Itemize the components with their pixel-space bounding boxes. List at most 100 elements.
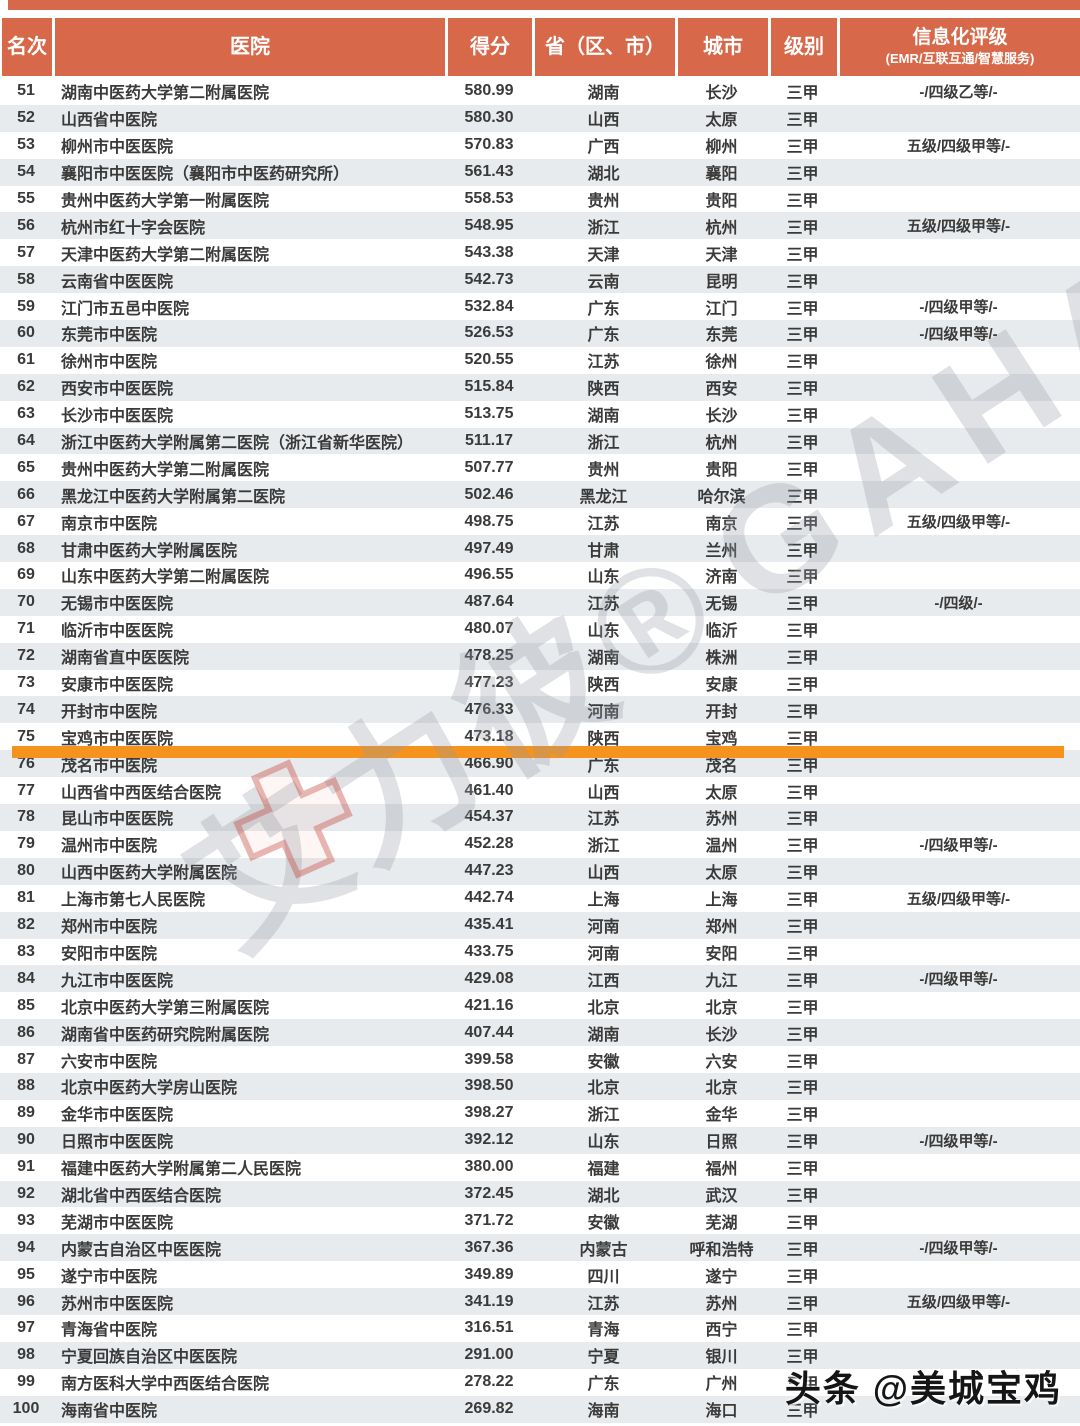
cell-province: 浙江 — [587, 435, 620, 453]
cell-province: 湖南 — [587, 85, 620, 103]
cell-rating: 五级/四级甲等/- — [906, 137, 1011, 155]
cell-level: 三甲 — [786, 193, 819, 210]
cell-score: 480.07 — [464, 620, 514, 638]
cell-city: 银川 — [705, 1349, 738, 1367]
cell-score: 341.19 — [464, 1292, 514, 1310]
cell-hospital: 湖南中医药大学第二附属医院 — [61, 85, 270, 103]
cell-level: 三甲 — [786, 1349, 819, 1367]
cell-level: 三甲 — [786, 1080, 819, 1098]
table-row: 54 襄阳市中医医院（襄阳市中医药研究所） 561.43 湖北 襄阳 三甲 — [0, 158, 1080, 186]
cell-hospital: 南京市中医院 — [61, 515, 158, 533]
cell-rank: 90 — [17, 1131, 35, 1149]
cell-province: 山西 — [587, 112, 620, 130]
table-row: 99 南方医科大学中西医结合医院 278.22 广东 广州 三甲 — [0, 1369, 1080, 1396]
table-row: 72 湖南省直中医医院 478.25 湖南 株洲 三甲 — [0, 642, 1080, 670]
cell-hospital: 上海市第七人民医院 — [61, 892, 206, 910]
cell-level: 三甲 — [786, 838, 819, 856]
cell-score: 435.41 — [464, 916, 514, 934]
cell-score: 502.46 — [464, 485, 514, 503]
cell-rank: 56 — [17, 216, 35, 234]
cell-score: 466.90 — [464, 754, 514, 772]
table-row: 82 郑州市中医院 435.41 河南 郑州 三甲 — [0, 911, 1080, 939]
cell-city: 无锡 — [705, 596, 738, 614]
cell-city: 太原 — [705, 112, 738, 130]
cell-hospital: 湖南省直中医医院 — [61, 650, 190, 668]
cell-city: 东莞 — [705, 327, 738, 345]
table-row: 73 安康市中医医院 477.23 陕西 安康 三甲 — [0, 670, 1080, 697]
cell-province: 湖南 — [587, 1026, 620, 1044]
table-row: 59 江门市五邑中医院 532.84 广东 江门 三甲 -/四级甲等/- — [0, 293, 1080, 320]
cell-hospital: 宝鸡市中医医院 — [61, 730, 174, 748]
cell-city: 广州 — [705, 1376, 738, 1394]
cell-hospital: 黑龙江中医药大学附属第二医院 — [61, 488, 286, 506]
cell-score: 429.08 — [464, 969, 514, 987]
cell-score: 421.16 — [464, 996, 514, 1014]
table-row: 62 西安市中医医院 515.84 陕西 西安 三甲 — [0, 373, 1080, 401]
cell-level: 三甲 — [786, 112, 819, 130]
cell-score: 570.83 — [464, 136, 514, 154]
cell-rating: -/四级甲等/- — [919, 1132, 998, 1150]
cell-rank: 85 — [17, 996, 35, 1014]
cell-hospital: 茂名市中医院 — [61, 757, 158, 775]
cell-city: 长沙 — [705, 1026, 738, 1044]
cell-hospital: 山西省中西医结合医院 — [61, 784, 222, 802]
cell-hospital: 芜湖市中医医院 — [61, 1214, 174, 1232]
top-divider-strip — [8, 0, 1080, 10]
cell-level: 三甲 — [786, 784, 819, 802]
cell-level: 三甲 — [786, 1161, 819, 1179]
cell-hospital: 甘肃中医药大学附属医院 — [61, 542, 238, 560]
cell-province: 湖南 — [587, 650, 620, 668]
cell-province: 安徽 — [587, 1214, 620, 1232]
cell-city: 安康 — [705, 677, 738, 695]
cell-city: 贵阳 — [705, 461, 738, 479]
column-header-province: 省（区、市） — [535, 18, 675, 76]
cell-level: 三甲 — [786, 246, 819, 264]
cell-level: 三甲 — [786, 972, 819, 990]
cell-rank: 91 — [17, 1158, 35, 1176]
cell-score: 558.53 — [464, 190, 514, 207]
cell-hospital: 苏州市中医医院 — [61, 1295, 174, 1313]
table-row: 53 柳州市中医医院 570.83 广西 柳州 三甲 五级/四级甲等/- — [0, 132, 1080, 159]
cell-hospital: 贵州中医药大学第二附属医院 — [61, 461, 270, 479]
cell-level: 三甲 — [786, 919, 819, 937]
cell-city: 遂宁 — [705, 1268, 738, 1286]
cell-level: 三甲 — [786, 1268, 819, 1286]
cell-level: 三甲 — [786, 381, 819, 399]
cell-score: 473.18 — [464, 727, 514, 745]
cell-province: 甘肃 — [587, 542, 620, 560]
cell-score: 452.28 — [464, 835, 514, 853]
cell-rating: 五级/四级甲等/- — [906, 514, 1011, 532]
cell-province: 河南 — [587, 703, 620, 721]
cell-hospital: 天津中医药大学第二附属医院 — [61, 246, 270, 264]
cell-rank: 87 — [17, 1050, 35, 1068]
table-row: 57 天津中医药大学第二附属医院 543.38 天津 天津 三甲 — [0, 239, 1080, 266]
cell-province: 广东 — [587, 757, 620, 775]
cell-level: 三甲 — [786, 408, 819, 426]
cell-level: 三甲 — [786, 1376, 819, 1394]
cell-city: 金华 — [705, 1107, 738, 1125]
cell-province: 北京 — [587, 999, 620, 1017]
cell-rank: 73 — [17, 674, 35, 692]
column-header-hospital: 医院 — [55, 18, 445, 76]
cell-province: 湖北 — [587, 1187, 620, 1205]
cell-level: 三甲 — [786, 1322, 819, 1340]
cell-score: 498.75 — [464, 512, 514, 530]
cell-hospital: 无锡市中医医院 — [61, 596, 174, 614]
cell-level: 三甲 — [786, 1403, 819, 1421]
cell-province: 浙江 — [587, 1107, 620, 1125]
cell-province: 上海 — [587, 892, 620, 910]
cell-province: 浙江 — [587, 219, 620, 237]
cell-province: 江西 — [587, 972, 620, 990]
table-row: 87 六安市中医院 399.58 安徽 六安 三甲 — [0, 1046, 1080, 1073]
table-row: 95 遂宁市中医院 349.89 四川 遂宁 三甲 — [0, 1261, 1080, 1288]
cell-score: 532.84 — [464, 297, 514, 315]
cell-province: 福建 — [587, 1161, 620, 1179]
cell-hospital: 东莞市中医院 — [61, 327, 158, 345]
cell-score: 487.64 — [464, 593, 514, 611]
cell-rank: 67 — [17, 512, 35, 530]
cell-score: 442.74 — [464, 889, 514, 907]
cell-city: 九江 — [705, 972, 738, 990]
cell-rank: 98 — [17, 1346, 35, 1364]
cell-rank: 93 — [17, 1211, 35, 1229]
cell-score: 496.55 — [464, 566, 514, 584]
